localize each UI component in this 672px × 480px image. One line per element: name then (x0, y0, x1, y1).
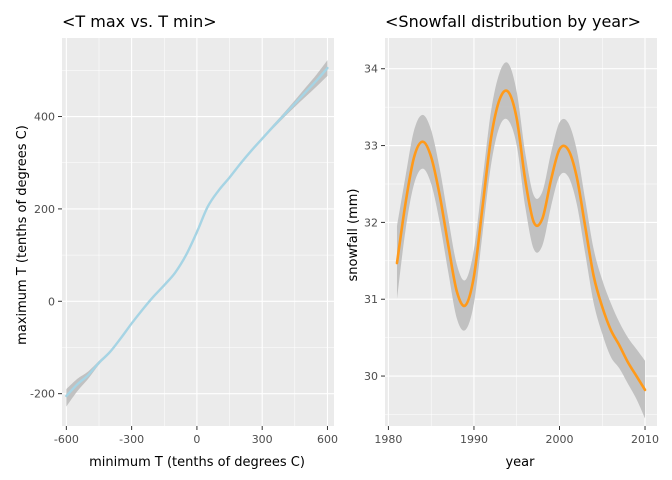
tmax-vs-tmin-chart: <T max vs. T min> -600 -300 0 300 600 -200 0 20… (15, 12, 338, 470)
x-tick-label: 1990 (460, 433, 488, 446)
chart-title: <T max vs. T min> (62, 12, 217, 31)
x-axis-title: year (505, 455, 535, 470)
y-axis-title: snowfall (mm) (346, 189, 361, 282)
x-tick-label: 600 (317, 433, 338, 446)
x-tick-label: 1980 (374, 433, 402, 446)
x-tick-label: 2000 (545, 433, 573, 446)
snowfall-by-year-chart: <Snowfall distribution by year> 1980 1990… (346, 12, 659, 470)
x-axis-title: minimum T (tenths of degrees C) (89, 455, 305, 470)
y-tick-label: 31 (364, 293, 378, 306)
smooth-line (395, 89, 647, 392)
axis-ticks: -600 -300 0 300 600 -200 0 200 400 (30, 111, 338, 446)
y-tick-label: 200 (34, 203, 55, 216)
y-tick-label: -200 (30, 388, 55, 401)
y-tick-label: 33 (364, 140, 378, 153)
x-tick-label: -300 (119, 433, 144, 446)
x-tick-label: -600 (54, 433, 79, 446)
x-tick-label: 2010 (631, 433, 659, 446)
x-tick-label: 0 (193, 433, 200, 446)
x-tick-label: 300 (252, 433, 273, 446)
chart-title: <Snowfall distribution by year> (385, 12, 641, 31)
y-tick-label: 30 (364, 370, 378, 383)
y-tick-label: 400 (34, 111, 55, 124)
y-tick-label: 0 (48, 295, 55, 308)
smooth-line (65, 66, 329, 398)
plot-panel (385, 38, 657, 426)
y-axis-title: maximum T (tenths of degrees C) (15, 125, 30, 345)
axis-ticks: 1980 1990 2000 2010 30 31 32 33 34 (364, 63, 659, 446)
y-tick-label: 32 (364, 216, 378, 229)
y-tick-label: 34 (364, 63, 378, 76)
